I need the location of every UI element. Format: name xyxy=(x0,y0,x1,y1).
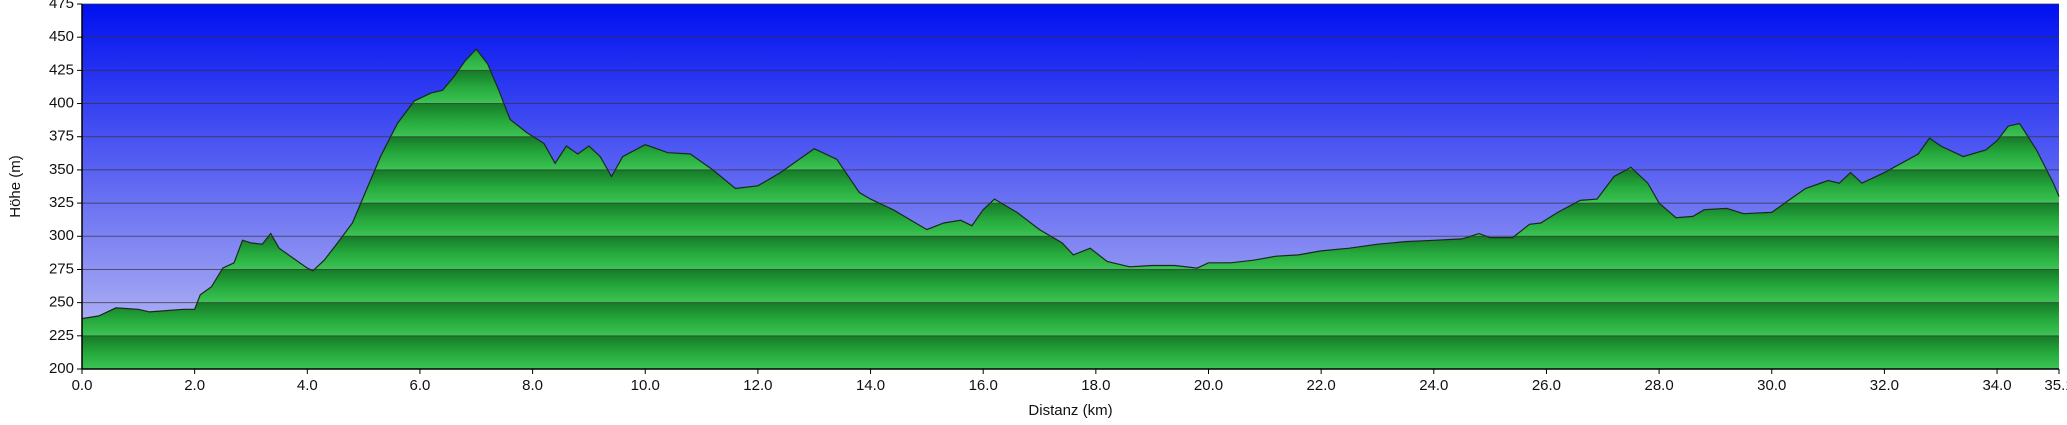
x-tick-label: 14.0 xyxy=(856,377,885,394)
x-tick-label: 26.0 xyxy=(1532,377,1561,394)
x-tick-label: 8.0 xyxy=(522,377,543,394)
y-tick-label: 325 xyxy=(49,194,74,211)
x-tick-label: 2.0 xyxy=(184,377,205,394)
y-tick-label: 375 xyxy=(49,128,74,145)
x-tick-label: 34.0 xyxy=(1982,377,2011,394)
y-tick-label: 450 xyxy=(49,28,74,45)
y-axis-label: Höhe (m) xyxy=(7,155,24,218)
x-tick-label: 16.0 xyxy=(969,377,998,394)
y-tick-label: 475 xyxy=(49,0,74,12)
x-tick-label: 18.0 xyxy=(1081,377,1110,394)
x-tick-label: 35.1 xyxy=(2044,377,2067,394)
elevation-area xyxy=(82,49,2059,369)
elevation-line xyxy=(81,48,2060,320)
y-tick-label: 350 xyxy=(49,161,74,178)
y-tick-label: 400 xyxy=(49,95,74,112)
x-tick-label: 10.0 xyxy=(631,377,660,394)
x-tick-label: 32.0 xyxy=(1870,377,1899,394)
x-tick-label: 20.0 xyxy=(1194,377,1223,394)
x-tick-label: 22.0 xyxy=(1307,377,1336,394)
x-tick-label: 24.0 xyxy=(1419,377,1448,394)
x-tick-label: 6.0 xyxy=(410,377,431,394)
x-tick-label: 28.0 xyxy=(1644,377,1673,394)
y-tick-label: 275 xyxy=(49,260,74,277)
x-axis-label: Distanz (km) xyxy=(1028,402,1112,419)
y-tick-label: 200 xyxy=(49,360,74,377)
y-tick-label: 250 xyxy=(49,294,74,311)
x-tick-label: 0.0 xyxy=(72,377,93,394)
x-tick-label: 4.0 xyxy=(297,377,318,394)
y-tick-label: 300 xyxy=(49,227,74,244)
y-tick-label: 425 xyxy=(49,61,74,78)
y-tick-label: 225 xyxy=(49,327,74,344)
x-tick-label: 12.0 xyxy=(743,377,772,394)
x-tick-label: 30.0 xyxy=(1757,377,1786,394)
